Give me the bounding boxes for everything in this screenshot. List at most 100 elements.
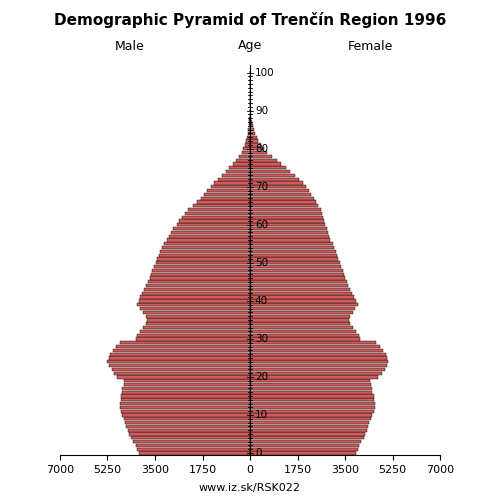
Bar	[186, 212, 250, 215]
Bar	[250, 250, 336, 253]
Bar	[250, 398, 374, 402]
Bar	[250, 352, 386, 356]
Bar	[250, 261, 340, 264]
Text: Age: Age	[238, 40, 262, 52]
Bar	[250, 151, 268, 154]
Bar	[249, 124, 250, 128]
Bar	[138, 448, 250, 451]
Bar	[109, 364, 250, 367]
Text: 100: 100	[255, 68, 274, 78]
Bar	[120, 402, 250, 406]
Bar	[114, 372, 250, 375]
Bar	[162, 246, 250, 250]
Text: Female: Female	[348, 40, 393, 52]
Bar	[121, 410, 250, 413]
Bar	[250, 338, 360, 340]
Bar	[250, 436, 364, 440]
Bar	[239, 154, 250, 158]
Bar	[233, 162, 250, 166]
Bar	[250, 318, 349, 322]
Bar	[250, 322, 350, 326]
Bar	[188, 208, 250, 211]
Bar	[250, 234, 329, 238]
Bar	[157, 258, 250, 260]
Bar	[250, 276, 346, 280]
Bar	[122, 390, 250, 394]
Bar	[146, 314, 250, 318]
Bar	[250, 310, 352, 314]
Bar	[125, 421, 250, 424]
Bar	[142, 292, 250, 295]
Bar	[250, 402, 375, 406]
Bar	[250, 394, 374, 398]
Bar	[146, 322, 250, 326]
Bar	[250, 140, 258, 142]
Text: Male: Male	[115, 40, 145, 52]
Text: 50: 50	[255, 258, 268, 268]
Bar	[250, 348, 383, 352]
Text: www.iz.sk/RSK022: www.iz.sk/RSK022	[199, 482, 301, 492]
Bar	[250, 154, 272, 158]
Bar	[156, 261, 250, 264]
Bar	[138, 452, 250, 454]
Bar	[210, 185, 250, 188]
Bar	[126, 425, 250, 428]
Bar	[250, 284, 348, 288]
Bar	[204, 192, 250, 196]
Bar	[250, 189, 308, 192]
Bar	[250, 144, 260, 146]
Bar	[245, 144, 250, 146]
Bar	[250, 136, 256, 139]
Bar	[244, 147, 250, 150]
Bar	[151, 272, 250, 276]
Bar	[250, 272, 344, 276]
Text: 40: 40	[255, 296, 268, 306]
Bar	[113, 348, 250, 352]
Bar	[250, 425, 368, 428]
Bar	[250, 265, 342, 268]
Bar	[250, 345, 380, 348]
Bar	[124, 379, 250, 382]
Bar	[250, 452, 356, 454]
Bar	[143, 310, 250, 314]
Bar	[250, 124, 253, 128]
Bar	[138, 303, 250, 306]
Bar	[250, 132, 255, 135]
Bar	[222, 174, 250, 177]
Bar	[121, 398, 250, 402]
Text: 10: 10	[255, 410, 268, 420]
Bar	[250, 231, 328, 234]
Bar	[242, 151, 250, 154]
Bar	[176, 223, 250, 226]
Bar	[180, 220, 250, 222]
Bar	[214, 182, 250, 184]
Bar	[250, 220, 324, 222]
Bar	[236, 158, 250, 162]
Bar	[250, 379, 370, 382]
Bar	[250, 406, 375, 409]
Bar	[250, 432, 366, 436]
Bar	[250, 296, 354, 298]
Bar	[248, 132, 250, 135]
Bar	[250, 147, 264, 150]
Bar	[250, 162, 281, 166]
Bar	[174, 227, 250, 230]
Bar	[121, 394, 250, 398]
Bar	[250, 303, 358, 306]
Bar	[247, 136, 250, 139]
Bar	[172, 231, 250, 234]
Bar	[250, 269, 343, 272]
Bar	[140, 296, 250, 298]
Bar	[250, 200, 316, 203]
Bar	[147, 318, 250, 322]
Bar	[193, 204, 250, 208]
Bar	[134, 440, 250, 444]
Text: Demographic Pyramid of Trenčín Region 1996: Demographic Pyramid of Trenčín Region 19…	[54, 12, 446, 28]
Bar	[124, 417, 250, 420]
Text: 30: 30	[255, 334, 268, 344]
Bar	[250, 341, 376, 344]
Bar	[144, 288, 250, 291]
Bar	[129, 432, 250, 436]
Text: 80: 80	[255, 144, 268, 154]
Bar	[152, 269, 250, 272]
